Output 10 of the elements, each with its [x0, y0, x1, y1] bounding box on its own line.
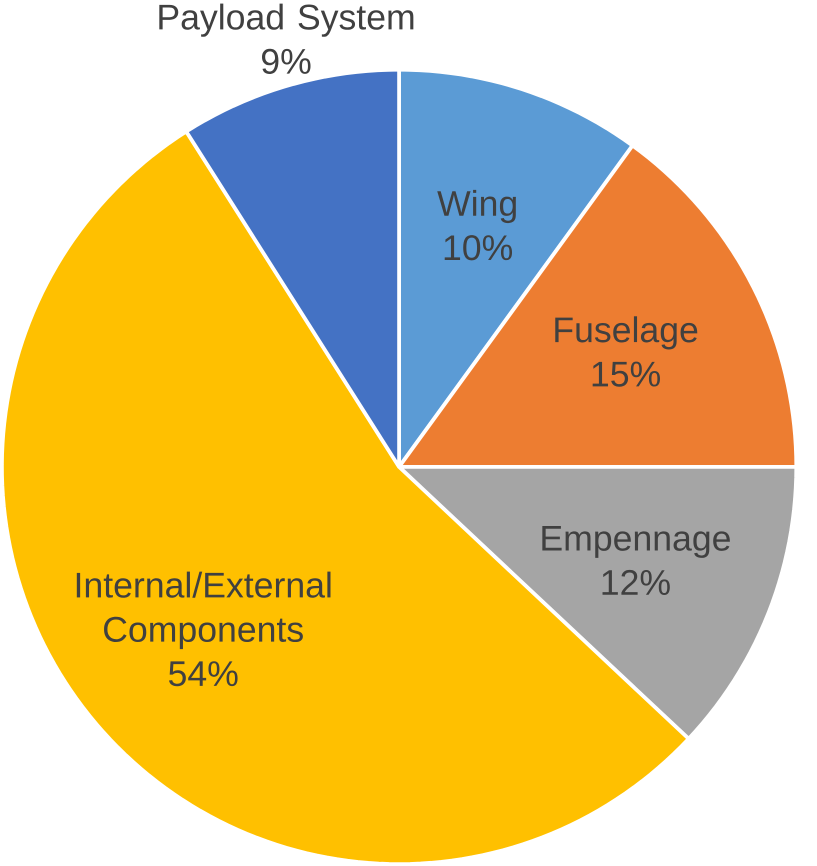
slice-label: Fuselage: [555, 316, 698, 350]
slice-label: Wing: [437, 190, 516, 224]
data-label: 9%: [262, 48, 310, 74]
slice-label: Internal/External Components: [76, 572, 330, 650]
slice-label: Payload System: [159, 4, 414, 37]
slice-label: Empennage: [542, 526, 730, 558]
data-label: 10%: [444, 235, 512, 260]
data-label: 15%: [592, 362, 660, 387]
data-label: 12%: [602, 570, 670, 595]
data-label: 54%: [168, 661, 238, 686]
